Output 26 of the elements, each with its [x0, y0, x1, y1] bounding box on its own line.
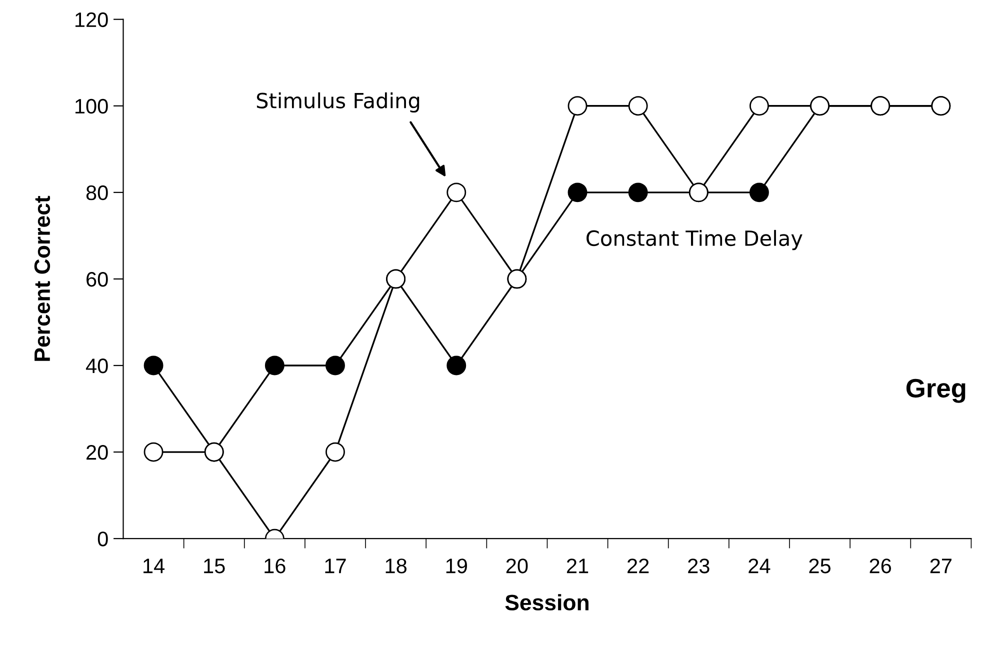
- x-tick-label: 14: [144, 558, 165, 574]
- x-tick-label: 18: [386, 558, 406, 574]
- x-axis-title: Session: [505, 594, 588, 610]
- y-tick-label: 60: [86, 272, 108, 287]
- x-tick-label: 17: [325, 558, 346, 574]
- x-tick-label: 16: [264, 558, 286, 574]
- x-tick-label: 27: [930, 558, 952, 574]
- y-tick-label: 40: [86, 358, 108, 374]
- y-tick-label: 80: [86, 185, 108, 200]
- y-axis-title: Percent Correct: [34, 196, 50, 361]
- x-tick-label: 15: [204, 558, 225, 574]
- y-tick-label: 0: [98, 532, 108, 546]
- x-tick-label: 19: [446, 558, 467, 574]
- y-tick-label: 120: [76, 12, 108, 28]
- series-label: Constant Time Delay: [586, 230, 802, 250]
- x-tick-label: 20: [506, 558, 528, 574]
- x-tick-label: 22: [628, 558, 649, 574]
- text: Stimulus Fading: [256, 92, 420, 113]
- x-tick-label: 23: [688, 558, 710, 574]
- x-tick-label: 25: [809, 558, 831, 574]
- x-tick-label: 24: [748, 558, 770, 574]
- x-tick-label: 21: [566, 558, 588, 574]
- y-tick-label: 100: [76, 98, 108, 114]
- y-tick-label: 20: [86, 445, 108, 460]
- x-tick-label: 26: [870, 558, 892, 574]
- annotation: Greg: [906, 378, 966, 403]
